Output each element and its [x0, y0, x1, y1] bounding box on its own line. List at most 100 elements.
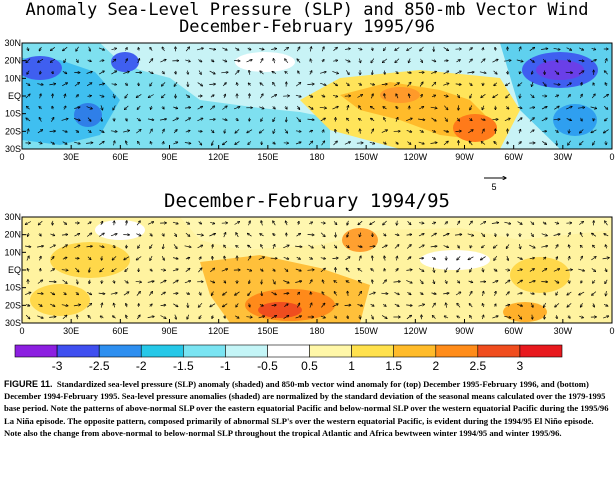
wind-vector: [261, 291, 262, 296]
wind-vector: [296, 47, 300, 52]
wind-vector: [124, 105, 129, 110]
wind-vector: [333, 47, 338, 51]
wind-vector: [113, 105, 116, 111]
wind-vector: [298, 221, 299, 225]
x-tick-label: 120E: [208, 326, 229, 336]
wind-vector: [210, 281, 215, 283]
top-wind-vectors: [26, 47, 609, 146]
x-tick-label: 90E: [161, 326, 177, 336]
wind-vector: [384, 118, 387, 122]
colorbar-tick-label: -3: [52, 359, 63, 373]
wind-vector: [310, 71, 312, 75]
caption-label: FIGURE 11.: [4, 379, 53, 389]
wind-vector: [407, 47, 412, 51]
wind-vector: [210, 303, 216, 307]
wind-vector: [506, 93, 510, 98]
wind-vector: [100, 316, 104, 318]
wind-vector: [419, 130, 424, 132]
wind-vector: [298, 292, 300, 296]
wind-vector: [87, 60, 92, 61]
wind-vector: [163, 233, 164, 236]
wind-vector: [319, 107, 327, 108]
wind-vector: [110, 234, 117, 237]
wind-vector: [395, 47, 400, 51]
wind-vector: [38, 303, 42, 306]
wind-vector: [431, 95, 436, 97]
wind-vector: [529, 269, 535, 272]
colorbar-tick-label: 1: [348, 359, 355, 373]
wind-vector: [520, 71, 521, 74]
wind-vector: [295, 268, 302, 271]
wind-vector: [197, 82, 203, 86]
wind-vector: [443, 71, 449, 75]
wind-vector: [443, 131, 449, 132]
wind-vector: [321, 141, 325, 146]
wind-vector: [283, 315, 289, 319]
wind-vector: [37, 280, 43, 284]
wind-vector: [162, 70, 164, 74]
wind-vector: [381, 293, 388, 294]
wind-vector: [112, 59, 115, 63]
wind-vector: [136, 117, 141, 121]
wind-vector: [210, 95, 214, 98]
wind-vector: [371, 314, 373, 319]
wind-vector: [75, 267, 79, 272]
wind-vector: [532, 70, 533, 74]
wind-vector: [39, 117, 42, 122]
wind-vector: [542, 141, 546, 144]
colorbar-swatch: [351, 344, 395, 358]
wind-vector: [481, 94, 486, 97]
wind-vector: [532, 314, 533, 320]
wind-vector: [541, 246, 547, 247]
wind-vector: [163, 142, 164, 145]
wind-vector: [74, 82, 80, 87]
y-tick-label: 30N: [4, 212, 21, 222]
wind-vector: [421, 58, 423, 63]
wind-vector: [381, 84, 388, 85]
wind-vector: [308, 244, 313, 248]
wind-vector: [566, 83, 572, 86]
wind-vector: [444, 61, 448, 62]
wind-vector: [86, 246, 93, 247]
wind-vector: [73, 118, 80, 121]
wind-vector: [456, 221, 460, 226]
wind-vector: [273, 244, 275, 249]
wind-vector: [222, 60, 227, 62]
wind-vector: [247, 233, 252, 237]
wind-vector: [370, 94, 373, 99]
wind-vector: [495, 291, 496, 296]
wind-vector: [150, 47, 153, 51]
wind-vector: [383, 220, 387, 225]
wind-vector: [320, 118, 326, 122]
wind-vector: [320, 258, 326, 259]
wind-vector: [530, 293, 534, 294]
wind-vector: [310, 59, 311, 63]
wind-vector: [457, 117, 459, 121]
wind-vector: [407, 141, 411, 145]
wind-vector: [233, 107, 240, 110]
y-tick-label: EQ: [8, 265, 21, 275]
wind-vector: [397, 256, 398, 261]
wind-vector: [507, 255, 508, 261]
wind-vector: [87, 256, 91, 260]
wind-vector: [456, 60, 461, 63]
wind-vector: [321, 95, 325, 97]
wind-vector: [209, 49, 215, 50]
colorbar-swatch: [225, 344, 268, 358]
wind-vector: [149, 129, 153, 134]
wind-vector: [236, 233, 239, 238]
wind-vector: [309, 257, 312, 259]
wind-vector: [307, 119, 315, 120]
wind-vector: [283, 293, 289, 294]
wind-vector: [234, 71, 239, 75]
wind-vector: [492, 281, 498, 284]
wind-vector: [161, 256, 164, 260]
wind-vector: [443, 47, 449, 50]
wind-vector: [556, 291, 558, 296]
wind-vector: [136, 291, 141, 296]
wind-vector: [553, 84, 561, 85]
wind-vector: [372, 256, 373, 261]
wind-vector: [88, 316, 92, 319]
wind-vector: [554, 222, 559, 223]
wind-vector: [172, 280, 178, 284]
